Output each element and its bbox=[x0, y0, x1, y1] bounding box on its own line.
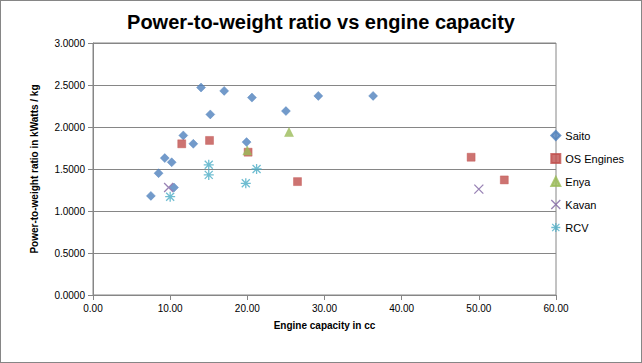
svg-text:0.5000: 0.5000 bbox=[54, 248, 85, 259]
svg-text:Engine capacity in cc: Engine capacity in cc bbox=[274, 320, 376, 331]
svg-text:3.0000: 3.0000 bbox=[54, 38, 85, 49]
svg-text:RCV: RCV bbox=[565, 222, 589, 234]
svg-text:30.00: 30.00 bbox=[312, 303, 337, 314]
svg-text:0.00: 0.00 bbox=[83, 303, 103, 314]
svg-text:Saito: Saito bbox=[565, 130, 590, 142]
svg-text:Kavan: Kavan bbox=[565, 199, 596, 211]
svg-text:60.00: 60.00 bbox=[543, 303, 568, 314]
svg-text:40.00: 40.00 bbox=[389, 303, 414, 314]
svg-text:20.00: 20.00 bbox=[235, 303, 260, 314]
svg-text:0.0000: 0.0000 bbox=[54, 290, 85, 301]
svg-text:1.0000: 1.0000 bbox=[54, 206, 85, 217]
svg-text:OS Engines: OS Engines bbox=[565, 153, 624, 165]
svg-text:10.00: 10.00 bbox=[158, 303, 183, 314]
svg-text:50.00: 50.00 bbox=[466, 303, 491, 314]
svg-text:2.5000: 2.5000 bbox=[54, 80, 85, 91]
svg-text:2.0000: 2.0000 bbox=[54, 122, 85, 133]
svg-text:Power-to-weight ratio in kWatt: Power-to-weight ratio in kWatts / kg bbox=[29, 84, 40, 253]
svg-text:Power-to-weight ratio vs engin: Power-to-weight ratio vs engine capacity bbox=[127, 11, 516, 33]
svg-text:1.5000: 1.5000 bbox=[54, 164, 85, 175]
svg-text:Enya: Enya bbox=[565, 176, 591, 188]
